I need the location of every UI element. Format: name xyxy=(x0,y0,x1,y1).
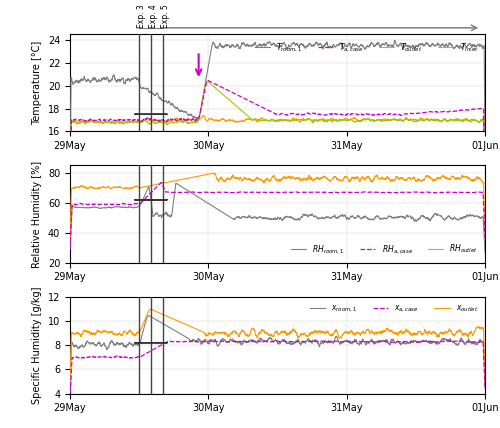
Y-axis label: Relative Humidity [%]: Relative Humidity [%] xyxy=(32,160,42,268)
Y-axis label: Temperature [°C]: Temperature [°C] xyxy=(32,41,42,125)
Text: Exp. 3: Exp. 3 xyxy=(138,4,146,28)
Y-axis label: Specific Humidity [g/kg]: Specific Humidity [g/kg] xyxy=(32,286,42,404)
Legend: $T_{room, 1}$, $T_{a, case}$, $T_{outlet}$, $T_{inlet}$: $T_{room, 1}$, $T_{a, case}$, $T_{outlet… xyxy=(252,38,481,57)
Legend: $RH_{room, 1}$, $RH_{a, case}$, $RH_{outlet}$: $RH_{room, 1}$, $RH_{a, case}$, $RH_{out… xyxy=(288,240,481,259)
Text: Exp. 4: Exp. 4 xyxy=(149,4,158,28)
Text: Exp. 5: Exp. 5 xyxy=(162,4,170,28)
Legend: $x_{room, 1}$, $x_{a, case}$, $x_{outlet}$: $x_{room, 1}$, $x_{a, case}$, $x_{outlet… xyxy=(307,300,481,317)
